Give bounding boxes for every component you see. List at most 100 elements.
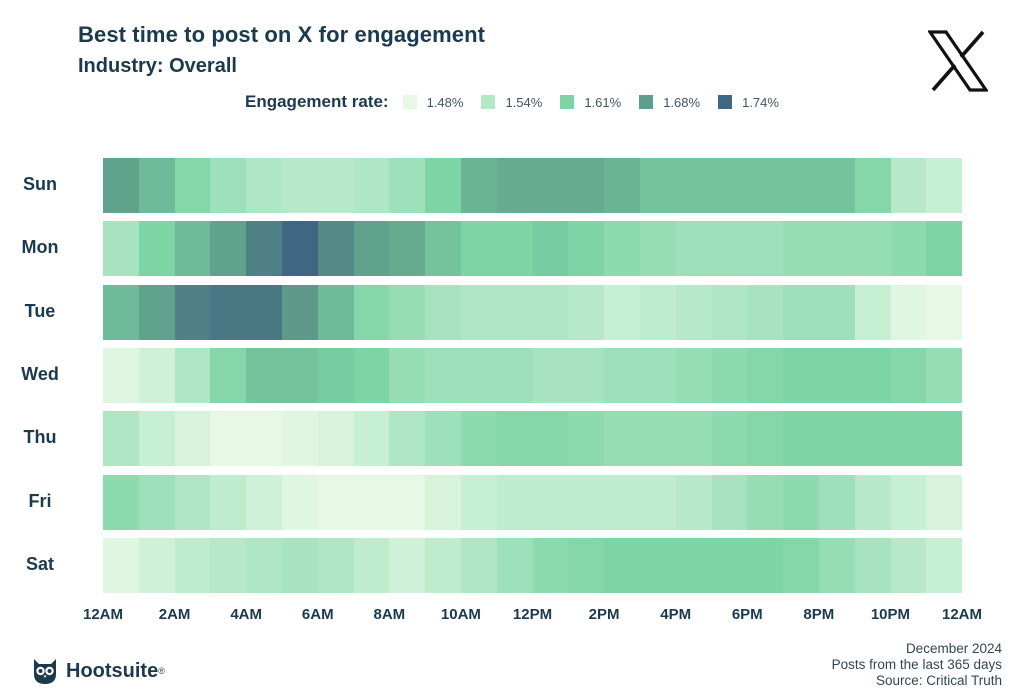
heatmap-cell	[175, 475, 211, 530]
legend-label: 1.61%	[584, 95, 621, 110]
heatmap-cell	[139, 538, 175, 593]
day-label-wed: Wed	[0, 364, 80, 385]
heatmap-cell	[604, 158, 640, 213]
heatmap-cell	[568, 538, 604, 593]
x-tick-label: 2PM	[589, 606, 620, 623]
heatmap-cell	[497, 158, 533, 213]
heatmap-cell	[246, 221, 282, 276]
heatmap-cell	[926, 221, 962, 276]
day-label-fri: Fri	[0, 491, 80, 512]
heatmap-cell	[926, 538, 962, 593]
heatmap-cell	[891, 285, 927, 340]
heatmap-cell	[175, 158, 211, 213]
heatmap-cell	[747, 221, 783, 276]
heatmap-row	[103, 538, 962, 593]
heatmap-cell	[175, 411, 211, 466]
heatmap-cell	[926, 475, 962, 530]
heatmap-cell	[210, 475, 246, 530]
heatmap-cell	[783, 158, 819, 213]
heatmap-row	[103, 475, 962, 530]
x-tick-label: 6PM	[732, 606, 763, 623]
heatmap-cell	[103, 221, 139, 276]
heatmap-cell	[425, 475, 461, 530]
heatmap-cell	[747, 538, 783, 593]
heatmap-cell	[783, 475, 819, 530]
heatmap-cell	[175, 348, 211, 403]
heatmap-cell	[354, 348, 390, 403]
day-label-mon: Mon	[0, 237, 80, 258]
heatmap-cell	[318, 158, 354, 213]
heatmap-cell	[568, 411, 604, 466]
heatmap-cell	[640, 475, 676, 530]
heatmap-cell	[855, 285, 891, 340]
x-tick-label: 2AM	[159, 606, 191, 623]
heatmap-cell	[389, 475, 425, 530]
heatmap-cell	[533, 538, 569, 593]
heatmap-cell	[354, 475, 390, 530]
heatmap-row	[103, 411, 962, 466]
heatmap-cell	[676, 475, 712, 530]
heatmap-cell	[891, 221, 927, 276]
heatmap-cell	[783, 221, 819, 276]
heatmap-cell	[568, 158, 604, 213]
x-tick-label: 12PM	[513, 606, 552, 623]
heatmap-cell	[354, 158, 390, 213]
heatmap-cell	[855, 348, 891, 403]
heatmap-cell	[676, 285, 712, 340]
heatmap-cell	[497, 538, 533, 593]
heatmap-cell	[210, 158, 246, 213]
heatmap-cell	[497, 348, 533, 403]
x-tick-label: 8PM	[803, 606, 834, 623]
heatmap-cell	[461, 221, 497, 276]
heatmap-cell	[425, 348, 461, 403]
chart-subtitle: Industry: Overall	[78, 55, 237, 78]
brand-registered-mark: ®	[158, 666, 165, 676]
heatmap-cell	[461, 538, 497, 593]
heatmap-cell	[425, 221, 461, 276]
heatmap-cell	[891, 411, 927, 466]
heatmap-cell	[318, 285, 354, 340]
heatmap-cell	[282, 221, 318, 276]
legend-swatch	[403, 95, 417, 109]
legend-item: 1.48%	[403, 95, 464, 110]
heatmap-cell	[354, 538, 390, 593]
heatmap-cell	[533, 221, 569, 276]
x-tick-label: 4PM	[660, 606, 691, 623]
heatmap-cell	[604, 348, 640, 403]
heatmap-cell	[819, 538, 855, 593]
heatmap-cell	[891, 348, 927, 403]
heatmap-cell	[891, 475, 927, 530]
heatmap-cell	[747, 158, 783, 213]
footer-source: Source: Critical Truth	[832, 673, 1002, 689]
heatmap-cell	[461, 411, 497, 466]
x-tick-label: 8AM	[373, 606, 405, 623]
heatmap-cell	[533, 348, 569, 403]
heatmap-cell	[282, 158, 318, 213]
brand-name: Hootsuite	[66, 660, 158, 683]
heatmap-cell	[926, 158, 962, 213]
day-label-sun: Sun	[0, 174, 80, 195]
heatmap-cell	[568, 348, 604, 403]
heatmap-cell	[533, 285, 569, 340]
heatmap-row	[103, 348, 962, 403]
heatmap-cell	[103, 475, 139, 530]
heatmap-cell	[640, 348, 676, 403]
heatmap-cell	[210, 221, 246, 276]
heatmap-cell	[819, 221, 855, 276]
heatmap-cell	[747, 475, 783, 530]
heatmap-cell	[819, 348, 855, 403]
heatmap-cell	[282, 348, 318, 403]
heatmap-cell	[712, 475, 748, 530]
heatmap-cell	[318, 221, 354, 276]
heatmap-cell	[712, 411, 748, 466]
legend-title: Engagement rate:	[245, 92, 389, 112]
heatmap-cell	[497, 221, 533, 276]
day-label-tue: Tue	[0, 301, 80, 322]
heatmap-cell	[139, 221, 175, 276]
heatmap-cell	[354, 411, 390, 466]
legend-item: 1.74%	[718, 95, 779, 110]
x-tick-label: 6AM	[302, 606, 334, 623]
heatmap-cell	[604, 475, 640, 530]
heatmap-cell	[783, 348, 819, 403]
heatmap-row	[103, 221, 962, 276]
